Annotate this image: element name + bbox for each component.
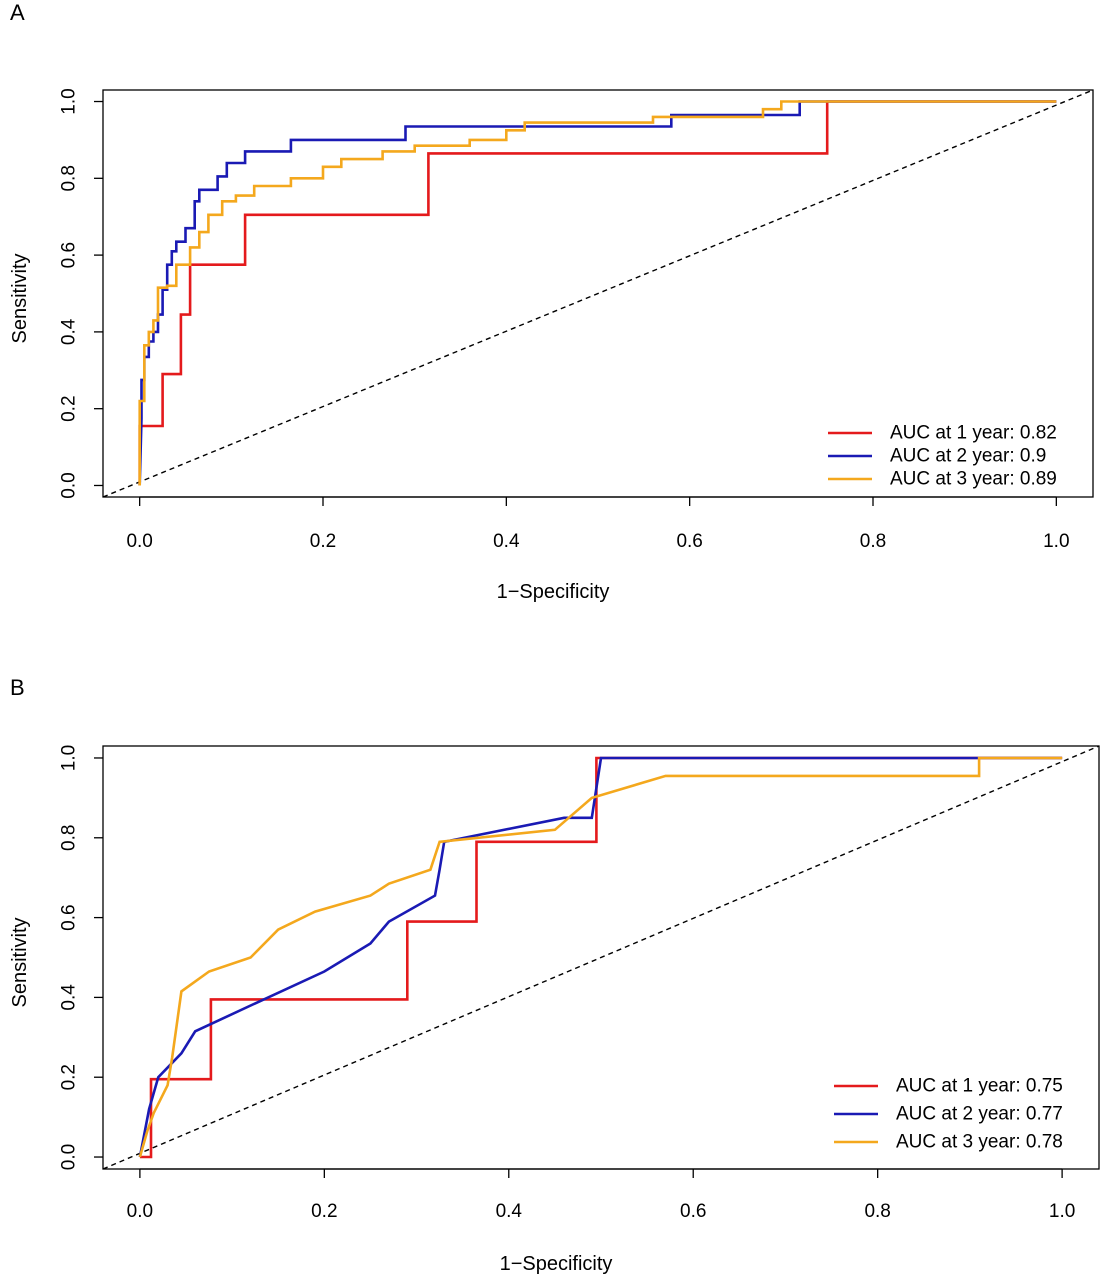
x-tick-label: 0.8 xyxy=(860,531,886,552)
x-tick-label: 0.0 xyxy=(127,1201,153,1222)
chart-panel-a: A 0.0 0.2 0.4 0.6 0.8 1.0 0.0 0.2 0.4 0.6 0.8 1.0 1−S… xyxy=(9,0,1094,603)
y-tick-label: 1.0 xyxy=(59,745,80,771)
reference-diagonal xyxy=(103,746,1099,1169)
y-tick-label: 0.8 xyxy=(59,165,80,191)
x-tick-label: 0.0 xyxy=(126,531,152,552)
panel-label: B xyxy=(10,675,25,700)
y-tick-label: 0.6 xyxy=(59,242,80,268)
legend-entry: AUC at 3 year: 0.89 xyxy=(890,469,1057,490)
legend: AUC at 1 year: 0.75 AUC at 2 year: 0.77 AU… xyxy=(834,1076,1063,1153)
y-axis-title: Sensitivity xyxy=(9,917,31,1007)
y-tick-label: 0.4 xyxy=(59,318,80,345)
roc-curve-3-year xyxy=(138,756,1063,1158)
x-tick-label: 0.6 xyxy=(676,531,702,552)
x-tick-label: 0.4 xyxy=(493,531,520,552)
legend-entry: AUC at 3 year: 0.78 xyxy=(896,1132,1063,1153)
x-tick-label: 1.0 xyxy=(1043,531,1069,552)
y-tick-label: 1.0 xyxy=(59,88,80,114)
legend-entry: AUC at 2 year: 0.77 xyxy=(896,1104,1063,1125)
x-tick-label: 0.6 xyxy=(680,1201,706,1222)
x-axis-title: 1−Specificity xyxy=(497,581,610,603)
chart-panel-b: B 0.0 0.2 0.4 0.6 0.8 1.0 0.0 0.2 0.4 0.6 0.8 1.0 1−S… xyxy=(9,675,1100,1275)
x-axis-title: 1−Specificity xyxy=(500,1253,613,1275)
legend-entry: AUC at 1 year: 0.82 xyxy=(890,423,1057,444)
y-tick-label: 0.2 xyxy=(59,1064,80,1090)
x-tick-label: 0.2 xyxy=(311,1201,337,1222)
y-tick-label: 0.6 xyxy=(59,904,80,930)
x-tick-label: 0.8 xyxy=(864,1201,890,1222)
x-tick-label: 0.2 xyxy=(310,531,336,552)
y-tick-label: 0.0 xyxy=(59,1144,80,1170)
y-tick-label: 0.4 xyxy=(59,984,80,1011)
panel-label: A xyxy=(10,0,25,25)
roc-curve-1-year xyxy=(139,756,1063,1159)
x-tick-label: 0.4 xyxy=(496,1201,523,1222)
legend-entry: AUC at 1 year: 0.75 xyxy=(896,1076,1063,1097)
roc-curve-2-year xyxy=(138,100,1057,486)
legend-entry: AUC at 2 year: 0.9 xyxy=(890,446,1046,467)
reference-diagonal xyxy=(103,90,1093,497)
y-tick-label: 0.2 xyxy=(59,395,80,421)
roc-curve-3-year xyxy=(138,100,1057,486)
y-tick-label: 0.8 xyxy=(59,825,80,851)
y-axis-title: Sensitivity xyxy=(9,253,31,343)
x-tick-label: 1.0 xyxy=(1049,1201,1075,1222)
y-tick-label: 0.0 xyxy=(59,472,80,498)
